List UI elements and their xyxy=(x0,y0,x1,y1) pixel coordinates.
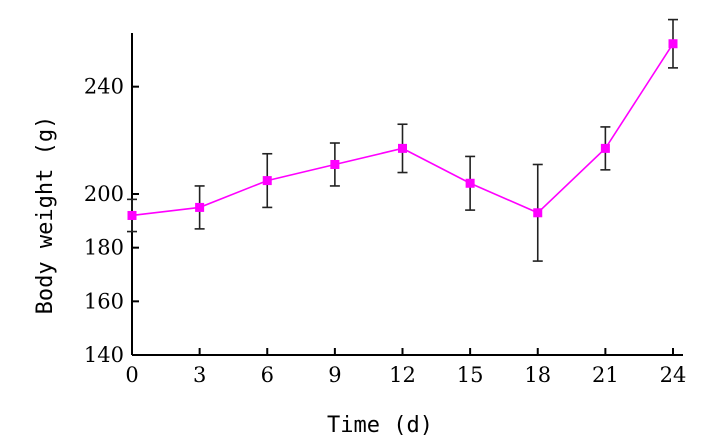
y-tick-label: 140 xyxy=(84,343,124,367)
x-ticks: 0 3 6 9 12 15 18 21 24 xyxy=(125,348,686,387)
x-tick-label: 12 xyxy=(389,363,416,387)
data-point xyxy=(127,210,137,220)
data-point xyxy=(330,159,340,169)
data-point xyxy=(668,39,678,49)
y-axis-title: Body weight (g) xyxy=(33,116,58,315)
x-tick-label: 0 xyxy=(125,363,138,387)
x-tick-label: 21 xyxy=(592,363,619,387)
x-tick-label: 15 xyxy=(457,363,484,387)
y-tick-label: 180 xyxy=(84,236,124,260)
data-point xyxy=(600,143,610,153)
x-tick-label: 24 xyxy=(660,363,687,387)
axes xyxy=(131,33,683,356)
x-tick-label: 18 xyxy=(524,363,551,387)
data-point xyxy=(465,178,475,188)
x-tick-label: 9 xyxy=(328,363,341,387)
x-axis-title: Time (d) xyxy=(327,413,433,438)
x-tick-label: 6 xyxy=(261,363,274,387)
data-point xyxy=(398,143,407,153)
y-tick-label: 160 xyxy=(84,289,124,313)
y-tick-label: 240 xyxy=(84,75,124,99)
data-point xyxy=(195,202,205,212)
y-ticks: 140 160 180 200 240 xyxy=(84,75,139,367)
x-tick-label: 3 xyxy=(193,363,206,387)
y-tick-label: 200 xyxy=(84,182,124,206)
data-point xyxy=(533,208,543,218)
data-point xyxy=(262,176,272,186)
plot-area xyxy=(127,18,678,262)
